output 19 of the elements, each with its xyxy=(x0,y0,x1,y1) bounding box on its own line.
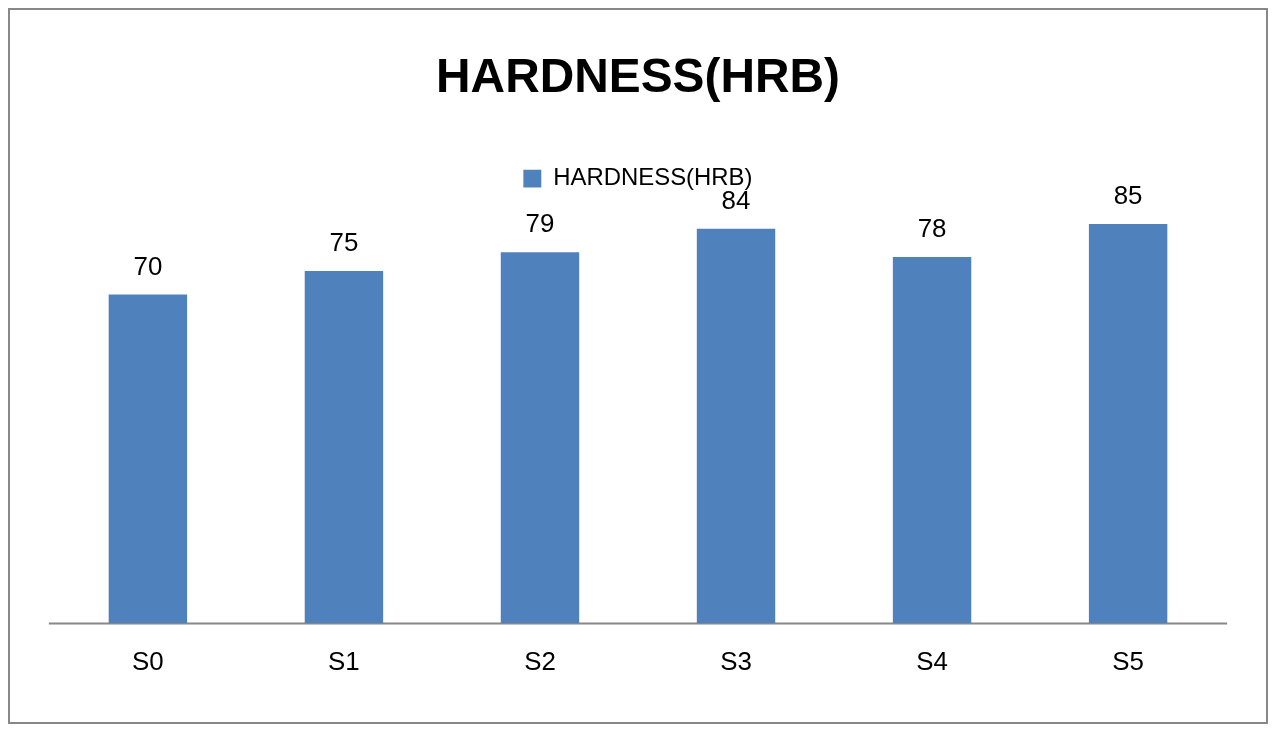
x-tick-label: S3 xyxy=(720,646,752,675)
bar xyxy=(304,271,384,624)
x-tick-label: S0 xyxy=(132,646,164,675)
bar xyxy=(696,228,776,624)
bar xyxy=(892,256,972,624)
bar xyxy=(108,294,188,624)
data-label: 75 xyxy=(329,228,359,257)
x-tick-label: S5 xyxy=(1112,646,1144,675)
bar xyxy=(1088,224,1168,624)
x-tick-label: S1 xyxy=(328,646,360,675)
bar xyxy=(500,252,580,624)
data-label: 78 xyxy=(917,214,947,243)
x-tick-label: S4 xyxy=(916,646,948,675)
legend-label: HARDNESS(HRB) xyxy=(553,163,753,191)
x-tick-label: S2 xyxy=(524,646,556,675)
chart-title: HARDNESS(HRB) xyxy=(436,48,840,102)
data-label: 85 xyxy=(1113,181,1143,210)
data-label: 70 xyxy=(133,251,163,280)
data-label: 79 xyxy=(525,209,555,238)
